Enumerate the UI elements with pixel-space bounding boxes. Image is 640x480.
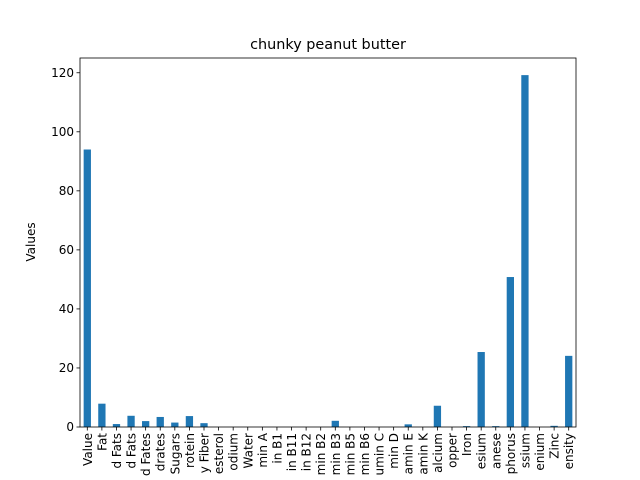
- x-tick-label: d Fats: [110, 433, 124, 469]
- x-tick-label: min B2: [314, 433, 328, 475]
- bar: [462, 426, 471, 427]
- y-tick-label: 80: [59, 184, 74, 198]
- x-tick-label: min D: [387, 433, 401, 469]
- x-tick-label: min A: [256, 432, 270, 467]
- y-tick-label: 100: [51, 125, 74, 139]
- x-tick-label: odium: [227, 433, 241, 471]
- bar: [433, 405, 442, 427]
- y-tick-label: 120: [51, 66, 74, 80]
- y-axis: 0 20 40 60 80 100 120: [51, 66, 80, 434]
- plot-frame: [79, 57, 577, 428]
- x-tick-label: rotein: [183, 433, 197, 468]
- bar: [506, 277, 514, 427]
- x-axis: Value Fat d Fats d Fats d Fates drates Sugars r…: [81, 427, 576, 476]
- x-tick-label: min B6: [358, 433, 372, 475]
- x-tick-label: drates: [154, 433, 168, 471]
- bar: [521, 75, 529, 428]
- x-tick-label: Iron: [460, 433, 474, 456]
- y-tick-label: 40: [59, 302, 74, 316]
- x-tick-label: amin E: [402, 433, 416, 474]
- x-tick-label: in B1: [270, 433, 284, 464]
- x-tick-label: phorus: [504, 433, 518, 474]
- x-tick-label: esterol: [212, 433, 226, 474]
- bar: [492, 426, 500, 427]
- x-tick-label: Water: [241, 433, 255, 469]
- x-tick-label: in B12: [300, 433, 314, 471]
- x-tick-label: anese: [489, 433, 503, 469]
- bar: [127, 415, 135, 427]
- bar: [83, 149, 91, 427]
- bar: [331, 420, 339, 427]
- x-tick-label: Sugars: [168, 433, 182, 474]
- bar: [156, 416, 164, 427]
- x-tick-label: Value: [81, 433, 95, 466]
- bar: [477, 352, 485, 427]
- y-tick-label: 60: [59, 243, 74, 257]
- x-tick-label: Zinc: [548, 433, 562, 459]
- x-tick-label: alcium: [431, 433, 445, 473]
- x-tick-label: min B3: [329, 433, 343, 475]
- y-tick-label: 20: [59, 361, 74, 375]
- bar: [171, 422, 179, 427]
- x-tick-label: Fat: [95, 433, 109, 451]
- x-tick-label: opper: [446, 433, 460, 468]
- bar: [185, 416, 194, 427]
- x-tick-label: ensity: [562, 433, 576, 469]
- x-tick-label: amin K: [416, 432, 430, 475]
- bar: [550, 425, 558, 427]
- y-tick-label: 0: [66, 420, 74, 434]
- x-tick-label: d Fates: [139, 433, 153, 476]
- bar: [98, 403, 106, 427]
- x-tick-label: ssium: [518, 433, 532, 468]
- y-axis-label: Values: [24, 222, 38, 261]
- x-tick-label: esium: [475, 433, 489, 469]
- x-tick-label: umin C: [373, 433, 387, 475]
- x-tick-label: min B5: [343, 433, 357, 475]
- bar: [404, 424, 412, 427]
- bar: [112, 424, 121, 427]
- bar: [142, 421, 150, 427]
- x-tick-label: d Fats: [125, 433, 139, 469]
- x-tick-label: in B11: [285, 433, 299, 471]
- bar: [200, 423, 208, 427]
- x-tick-label: enium: [533, 433, 547, 471]
- x-tick-label: y Fiber: [198, 433, 212, 473]
- bar: [565, 355, 573, 427]
- bars: [83, 75, 573, 428]
- chart-title: chunky peanut butter: [250, 37, 406, 53]
